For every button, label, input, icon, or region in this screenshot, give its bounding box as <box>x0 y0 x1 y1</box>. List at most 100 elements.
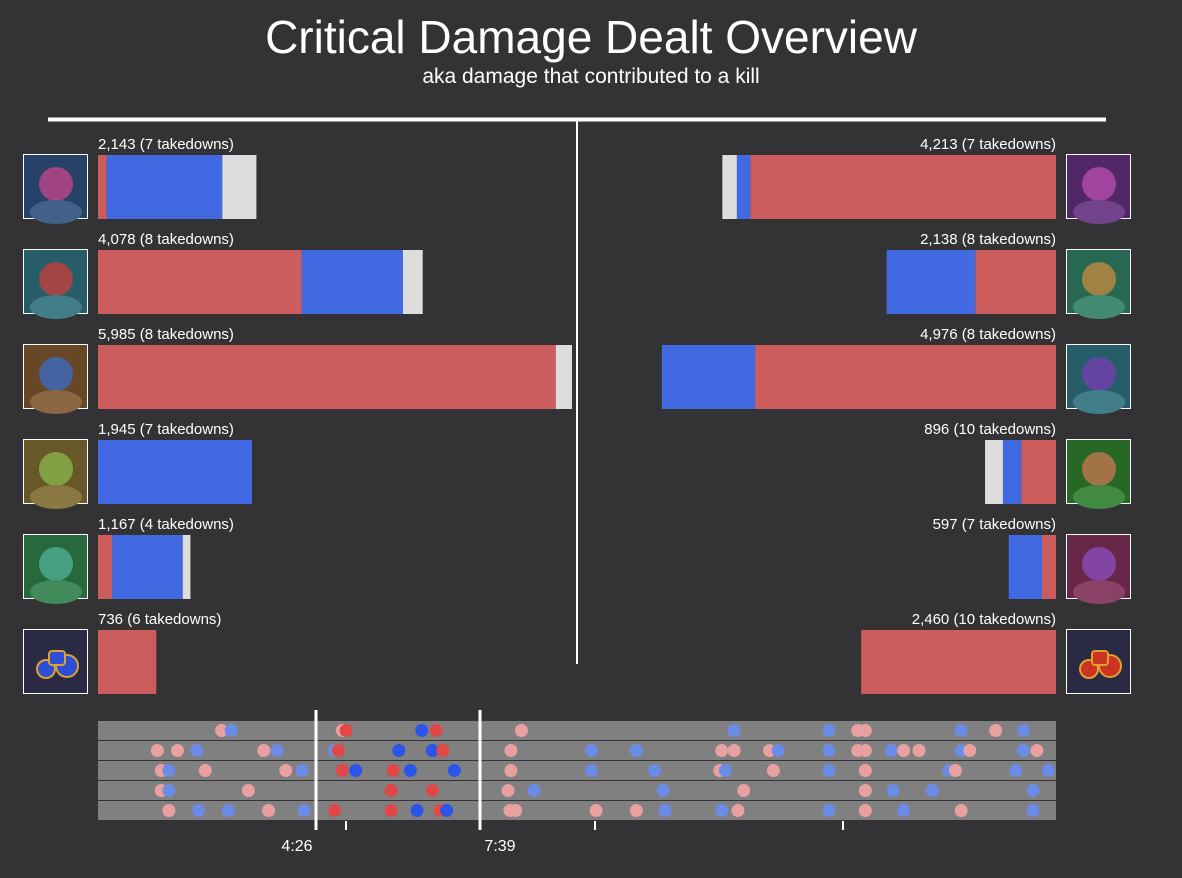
champion-portrait-icon <box>23 439 88 509</box>
chart-subtitle: aka damage that contributed to a kill <box>422 65 760 88</box>
takedown-dot <box>822 804 836 817</box>
champion-portrait-icon <box>1066 534 1131 604</box>
takedown-dot <box>912 744 926 757</box>
takedown-dot <box>858 764 872 777</box>
right-team-row: 597 (7 takedowns) <box>933 516 1056 599</box>
takedown-dot <box>504 744 518 757</box>
takedown-dot <box>509 804 523 817</box>
takedown-dot <box>715 744 729 757</box>
left-team-row: 4,078 (8 takedowns) <box>98 231 423 314</box>
right-damage-label: 2,460 (10 takedowns) <box>912 611 1056 628</box>
takedown-dot <box>440 804 454 817</box>
blue-damage-segment <box>98 440 253 504</box>
takedown-dot <box>715 804 729 817</box>
blue-damage-segment <box>301 250 403 314</box>
takedown-dot <box>192 804 206 817</box>
takedown-dot <box>150 744 164 757</box>
takedown-dot <box>954 804 968 817</box>
takedown-dot <box>948 764 962 777</box>
timeline-lane <box>98 761 1056 780</box>
takedown-dot <box>410 804 424 817</box>
takedown-dot <box>335 764 349 777</box>
takedown-dot <box>1009 764 1023 777</box>
left-damage-label: 736 (6 takedowns) <box>98 611 221 628</box>
takedown-dot <box>656 784 670 797</box>
takedown-dot <box>1026 804 1040 817</box>
blue-damage-segment <box>1002 440 1022 504</box>
red-damage-segment <box>750 155 1056 219</box>
takedown-dot <box>1041 764 1055 777</box>
takedown-dot <box>162 764 176 777</box>
red-damage-segment <box>98 630 157 694</box>
takedown-dot <box>822 764 836 777</box>
left-damage-label: 1,167 (4 takedowns) <box>98 516 234 533</box>
right-damage-label: 4,213 (7 takedowns) <box>920 136 1056 153</box>
blue-cannon-minion-icon <box>23 629 88 694</box>
gray-damage-segment <box>182 535 191 599</box>
takedown-dot <box>331 744 345 757</box>
takedown-dot <box>629 804 643 817</box>
blue-damage-segment <box>106 155 223 219</box>
takedown-dot <box>718 764 732 777</box>
red-damage-segment <box>1041 535 1056 599</box>
takedown-dot <box>589 804 603 817</box>
takedown-dot <box>501 784 515 797</box>
left-damage-label: 1,945 (7 takedowns) <box>98 421 234 438</box>
takedown-dot <box>886 784 900 797</box>
takedown-dot <box>241 784 255 797</box>
takedown-dot <box>858 784 872 797</box>
takedown-dot <box>279 764 293 777</box>
takedown-dot <box>963 744 977 757</box>
red-damage-segment <box>98 250 302 314</box>
takedown-dot <box>1016 744 1030 757</box>
takedown-dot <box>328 804 342 817</box>
right-damage-label: 2,138 (8 takedowns) <box>920 231 1056 248</box>
takedown-dot <box>224 724 238 737</box>
takedown-dot <box>447 764 461 777</box>
takedown-dot <box>295 764 309 777</box>
takedown-dot <box>584 744 598 757</box>
blue-damage-segment <box>886 250 976 314</box>
red-damage-segment <box>755 345 1056 409</box>
timeline-lane <box>98 721 1056 740</box>
left-team-row: 1,167 (4 takedowns) <box>98 516 234 599</box>
takedown-dot <box>727 724 741 737</box>
gray-damage-segment <box>722 155 737 219</box>
takedown-dot <box>425 744 439 757</box>
takedown-dot <box>897 744 911 757</box>
right-damage-label: 896 (10 takedowns) <box>924 421 1056 438</box>
red-damage-segment <box>98 535 113 599</box>
takedown-dot <box>415 724 429 737</box>
champion-portrait-icon <box>1066 344 1131 414</box>
takedown-dot <box>771 744 785 757</box>
takedown-dot <box>527 784 541 797</box>
gray-damage-segment <box>222 155 257 219</box>
takedown-dot <box>436 744 450 757</box>
takedown-dot <box>1026 784 1040 797</box>
takedown-dot <box>514 724 528 737</box>
champion-portrait-icon <box>23 249 88 319</box>
right-damage-label: 597 (7 takedowns) <box>933 516 1056 533</box>
takedown-dot <box>162 804 176 817</box>
red-damage-segment <box>861 630 1056 694</box>
left-team-row: 1,945 (7 takedowns) <box>98 421 253 504</box>
blue-damage-segment <box>736 155 751 219</box>
timeline-lane <box>98 741 1056 760</box>
timeline-tick-label: 4:26 <box>281 838 312 855</box>
takedown-dot <box>584 764 598 777</box>
timeline-tick-label: 7:39 <box>484 838 515 855</box>
takedown-dot <box>822 724 836 737</box>
red-damage-segment <box>98 345 556 409</box>
takedown-dot <box>215 724 229 737</box>
right-team-row: 2,460 (10 takedowns) <box>861 611 1056 694</box>
takedown-dot <box>198 764 212 777</box>
red-damage-segment <box>98 155 107 219</box>
takedown-dot <box>392 744 406 757</box>
takedown-dot <box>822 744 836 757</box>
red-damage-segment <box>1021 440 1056 504</box>
takedown-dot <box>339 724 353 737</box>
champion-portrait-icon <box>23 344 88 414</box>
timeline-lane <box>98 781 1056 800</box>
gray-damage-segment <box>985 440 1003 504</box>
